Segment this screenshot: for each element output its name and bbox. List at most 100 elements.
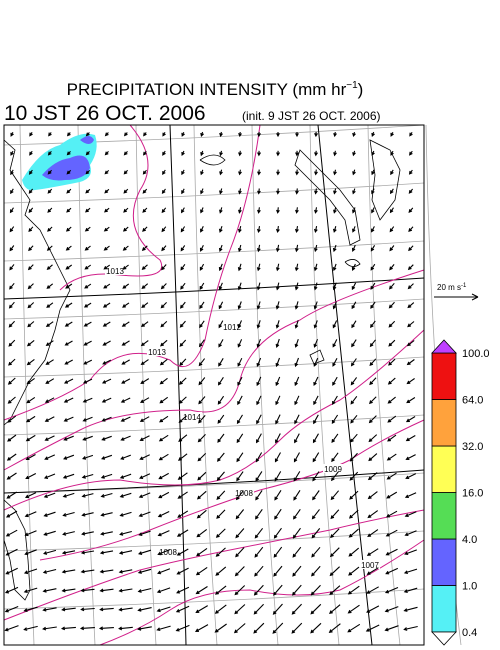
wind-arrow	[369, 339, 376, 348]
wind-arrow	[276, 169, 280, 176]
wind-arrow	[214, 585, 227, 595]
wind-arrow	[138, 511, 151, 517]
wind-arrow	[85, 188, 91, 194]
coast	[3, 139, 71, 426]
wind-arrow	[330, 509, 340, 520]
wind-arrow	[292, 565, 302, 577]
wind-arrow	[121, 321, 130, 327]
wind-arrow	[275, 357, 281, 368]
wind-arrow	[101, 397, 112, 403]
wind-arrow	[200, 188, 204, 195]
wind-arrow	[196, 509, 207, 519]
wind-arrow	[197, 471, 207, 481]
wind-arrow	[101, 454, 113, 460]
wind-arrow	[332, 301, 337, 310]
wind-arrow	[101, 435, 112, 441]
wind-arrow	[257, 207, 261, 214]
isobar	[3, 269, 425, 471]
wind-arrow	[83, 302, 92, 308]
isobar-label-bg	[105, 266, 125, 275]
grid-line	[3, 240, 425, 262]
wind-arrow	[214, 604, 227, 614]
wind-arrow	[216, 509, 226, 519]
wind-arrow	[332, 320, 338, 329]
wind-arrow	[123, 207, 129, 213]
wind-arrow	[293, 490, 301, 501]
wind-arrow	[47, 207, 53, 213]
wind-scale-head	[471, 293, 479, 301]
wind-arrow	[274, 452, 281, 463]
wind-arrow	[404, 492, 417, 499]
wind-arrow	[347, 604, 360, 614]
wind-arrow	[294, 376, 300, 387]
wind-arrow	[293, 471, 301, 482]
wind-arrow	[388, 358, 396, 366]
isobar-label: 1007	[361, 561, 379, 570]
wind-arrow	[257, 150, 261, 157]
wind-arrow	[351, 282, 357, 291]
isobar-label: 1013	[148, 348, 166, 357]
wind-arrow	[216, 452, 225, 462]
wind-arrow	[348, 547, 360, 557]
isobar-label: 1008	[235, 489, 253, 498]
wind-arrow	[82, 416, 93, 422]
wind-arrow	[156, 606, 171, 613]
wind-arrow	[175, 605, 190, 613]
wind-arrow	[84, 245, 91, 251]
wind-arrow	[371, 226, 375, 233]
wind-arrow	[66, 188, 72, 194]
grid-line	[3, 414, 425, 436]
wind-arrow	[82, 378, 93, 384]
wind-arrow	[48, 132, 52, 137]
wind-arrow	[179, 320, 186, 328]
wind-arrow	[238, 150, 242, 157]
grid-line	[19, 124, 35, 646]
wind-arrow	[313, 263, 318, 272]
wind-arrow	[275, 263, 280, 272]
wind-arrow	[294, 395, 300, 406]
wind-arrow	[44, 397, 55, 403]
wind-arrow	[143, 150, 147, 156]
wind-arrow	[5, 548, 18, 556]
wind-arrow	[272, 603, 283, 615]
wind-arrow	[388, 339, 396, 347]
wind-arrow	[333, 169, 337, 176]
wind-arrow	[80, 588, 95, 593]
wind-arrow	[219, 150, 223, 157]
wind-arrow	[28, 207, 34, 213]
wind-scale-label: 20 m s-1	[437, 283, 467, 292]
wind-arrow	[104, 132, 109, 137]
wind-arrow	[313, 244, 318, 253]
wind-arrow	[198, 377, 206, 386]
wind-arrow	[408, 245, 414, 252]
wind-arrow	[141, 264, 148, 270]
wind-arrow	[5, 510, 18, 518]
wind-arrow	[43, 492, 56, 498]
wind-arrow	[137, 587, 152, 593]
isobar	[99, 539, 425, 646]
wind-arrow	[196, 528, 208, 538]
wind-arrow	[389, 226, 395, 233]
wind-arrow	[10, 188, 14, 195]
wind-arrow	[139, 473, 151, 479]
wind-arrow	[218, 339, 224, 348]
wind-arrow	[200, 150, 204, 157]
wind-arrow	[311, 509, 320, 520]
wind-arrow	[42, 568, 57, 574]
isobar-labels: 1013 1012 1013 1014 1009 1008 1008 1007	[105, 266, 380, 570]
wind-arrow	[195, 586, 208, 595]
wind-scale-text: 20 m s	[437, 283, 461, 292]
wind-arrow	[351, 244, 356, 252]
wind-arrow	[65, 226, 72, 232]
wind-arrow	[200, 226, 204, 233]
wind-arrow	[161, 207, 167, 214]
wind-arrow	[352, 169, 356, 176]
map-frame	[3, 124, 425, 646]
wind-arrow	[371, 169, 375, 176]
wind-arrow	[333, 131, 337, 138]
wind-arrow	[237, 339, 243, 348]
wind-arrow	[24, 549, 37, 556]
wind-arrow	[119, 511, 132, 517]
wind-arrow	[331, 414, 339, 424]
wind-arrow	[160, 283, 167, 290]
